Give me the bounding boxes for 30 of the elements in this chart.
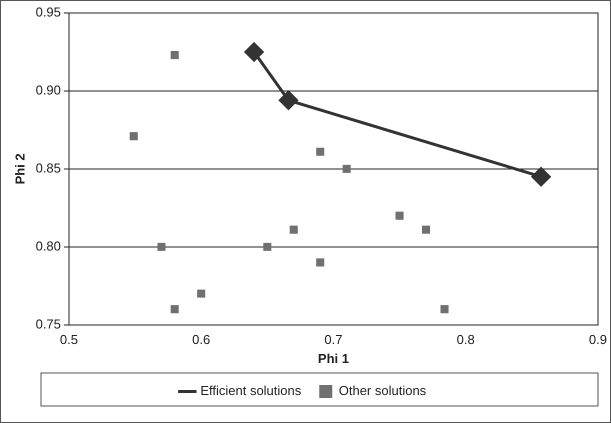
x-axis-title: Phi 1 (318, 350, 349, 366)
point (197, 290, 206, 298)
x-tick-label: 0.8 (456, 332, 475, 348)
y-axis-title: Phi 2 (12, 153, 28, 184)
point (157, 242, 166, 251)
y-tick-label: 0.85 (36, 160, 61, 176)
x-tick-label: 0.9 (588, 332, 608, 348)
point (290, 226, 298, 234)
point (278, 90, 298, 110)
point (170, 51, 179, 60)
point (316, 258, 324, 266)
point (396, 212, 404, 220)
point (440, 305, 449, 314)
point (316, 148, 324, 156)
point (263, 242, 272, 251)
legend-label: Efficient solutions (200, 383, 302, 398)
x-tick-label: 0.5 (60, 332, 78, 348)
y-tick-label: 0.75 (36, 316, 61, 332)
point (532, 167, 551, 186)
x-tick-label: 0.6 (192, 332, 210, 348)
y-tick-label: 0.80 (36, 238, 61, 254)
point (170, 305, 179, 314)
x-tick-label: 0.7 (324, 332, 342, 348)
point (342, 164, 351, 173)
point (422, 226, 430, 234)
y-tick-label: 0.90 (36, 82, 61, 98)
y-tick-label: 0.95 (36, 4, 61, 20)
legend-label: Other solutions (338, 383, 427, 398)
point (244, 42, 264, 62)
point (130, 132, 138, 140)
